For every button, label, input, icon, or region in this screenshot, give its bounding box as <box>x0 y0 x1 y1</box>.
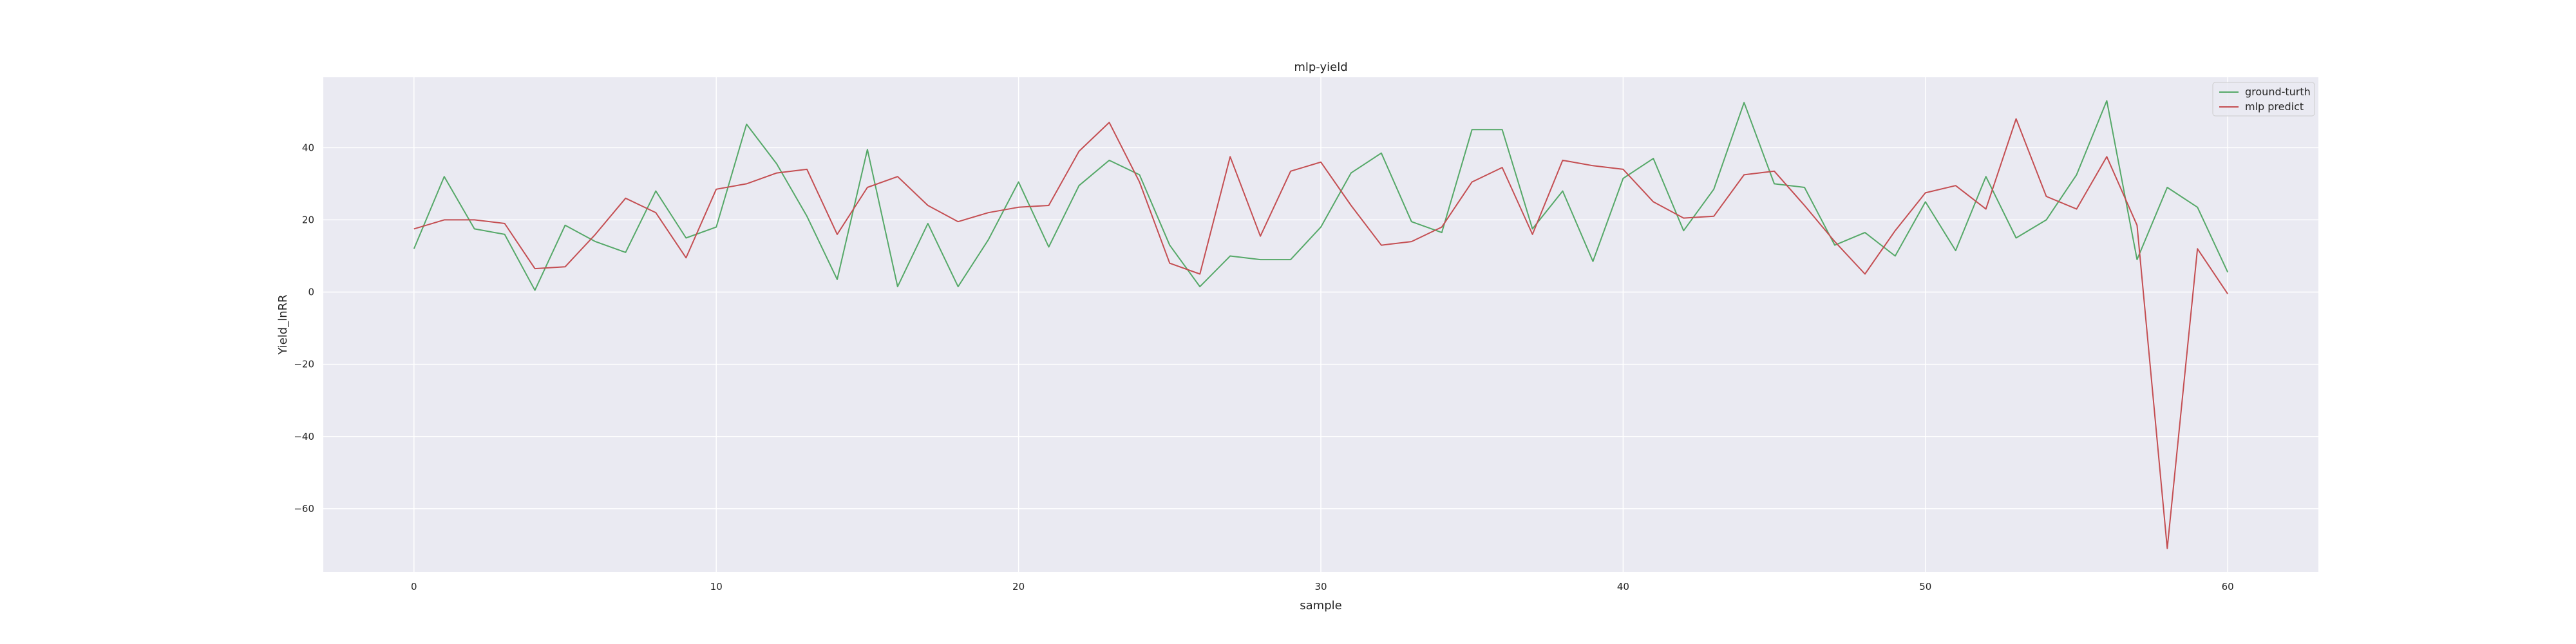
y-tick-label: 0 <box>308 287 314 298</box>
legend-label-mlp-predict: mlp predict <box>2245 100 2304 113</box>
x-tick-label: 30 <box>1314 581 1327 592</box>
x-tick-label: 40 <box>1617 581 1629 592</box>
x-axis-label: sample <box>1300 599 1341 612</box>
y-tick-label: 40 <box>302 142 314 153</box>
x-tick-label: 0 <box>411 581 417 592</box>
y-tick-label: −60 <box>294 503 314 515</box>
series-line-ground-turth <box>413 100 2229 291</box>
x-tick-label: 60 <box>2222 581 2234 592</box>
y-tick-label: −20 <box>294 359 314 370</box>
x-tick-label: 20 <box>1012 581 1025 592</box>
y-axis-label: Yield_lnRR <box>276 294 290 355</box>
x-tick-labels: 0 10 20 30 40 50 60 <box>411 581 2234 592</box>
chart-title: mlp-yield <box>1294 61 1347 74</box>
y-tick-label: 20 <box>302 214 314 225</box>
x-tick-label: 10 <box>710 581 723 592</box>
grid-lines <box>323 77 2318 572</box>
series-lines <box>413 100 2229 549</box>
legend-label-ground-turth: ground-turth <box>2245 86 2311 98</box>
legend: ground-turth mlp predict <box>2212 82 2315 117</box>
x-tick-label: 50 <box>1919 581 1931 592</box>
y-tick-label: −40 <box>294 431 314 442</box>
y-tick-labels: −60 −40 −20 0 20 40 <box>294 142 314 515</box>
series-line-mlp-predict <box>413 118 2229 549</box>
